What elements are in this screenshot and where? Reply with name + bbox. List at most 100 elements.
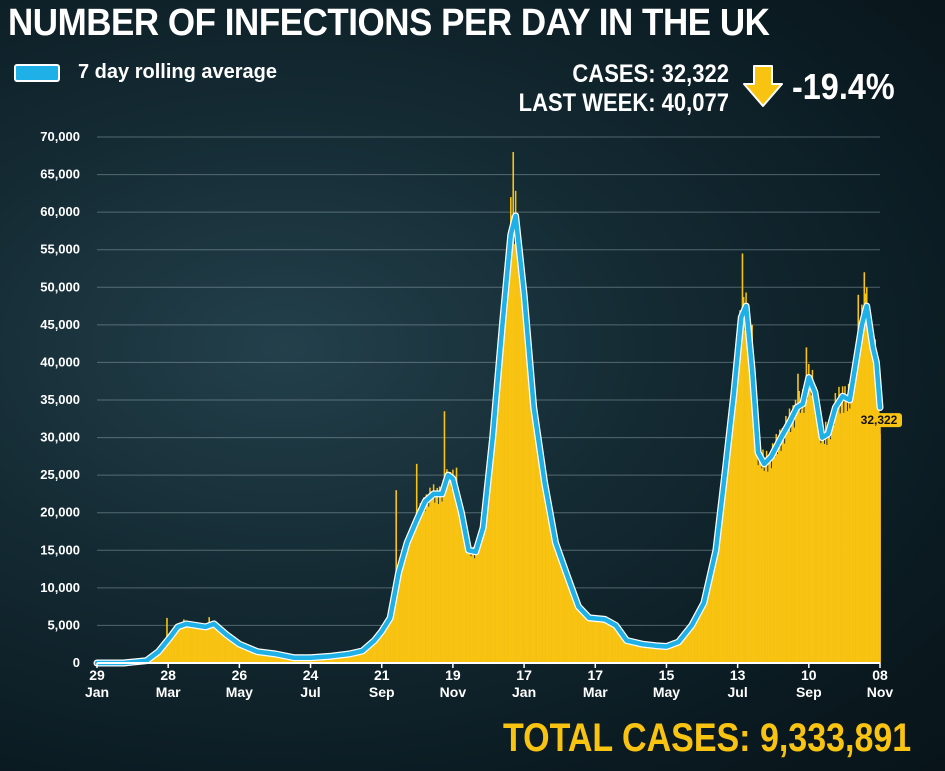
daily-bar: [849, 408, 851, 663]
daily-bar: [249, 649, 251, 663]
daily-bar: [190, 626, 192, 663]
daily-bar: [855, 353, 857, 663]
daily-bar: [222, 633, 225, 663]
daily-bar: [350, 653, 353, 663]
x-tick-label: Mar: [583, 684, 608, 700]
daily-bar: [577, 603, 580, 663]
x-tick-label: 28: [160, 667, 176, 683]
daily-bar: [453, 485, 455, 663]
daily-bar: [354, 652, 356, 663]
x-tick-label: 17: [516, 667, 532, 683]
daily-bar: [431, 499, 434, 663]
daily-bar: [542, 481, 545, 663]
daily-bar: [612, 626, 615, 663]
daily-bar: [634, 641, 636, 663]
daily-bar: [425, 494, 428, 663]
daily-bar: [758, 445, 761, 663]
daily-bar: [388, 622, 390, 663]
x-tick-label: 21: [374, 667, 390, 683]
chart-title: NUMBER OF INFECTIONS PER DAY IN THE UK: [8, 2, 770, 44]
daily-bar: [624, 638, 627, 663]
daily-bar: [436, 487, 438, 663]
cases-stat: CASES: 32,322: [572, 60, 729, 88]
daily-bar: [616, 627, 618, 663]
total-cases: TOTAL CASES: 9,333,891: [502, 716, 911, 760]
daily-bar: [864, 293, 867, 663]
daily-bar: [828, 419, 831, 663]
daily-bar: [716, 533, 718, 663]
daily-bar: [738, 352, 740, 663]
daily-bar: [656, 645, 658, 663]
daily-bar: [160, 649, 162, 663]
daily-bar: [668, 646, 670, 663]
daily-bar: [786, 431, 788, 663]
daily-bar: [560, 555, 563, 663]
daily-bar: [719, 504, 722, 663]
daily-bar: [847, 383, 850, 663]
daily-bar: [496, 397, 499, 663]
daily-bar: [590, 615, 593, 663]
daily-bar: [803, 412, 805, 663]
daily-bar: [483, 524, 486, 663]
daily-bar: [393, 594, 395, 663]
spike-bar: [863, 272, 866, 663]
daily-bar: [607, 619, 610, 663]
daily-bar: [662, 647, 664, 663]
daily-bar: [876, 376, 879, 663]
last-week-stat: LAST WEEK: 40,077: [518, 89, 729, 117]
daily-bar: [583, 611, 586, 663]
daily-bar: [383, 625, 385, 663]
daily-bar: [414, 530, 417, 663]
daily-bar: [833, 425, 835, 663]
daily-bar: [710, 571, 712, 663]
daily-bar: [732, 395, 734, 663]
daily-bar: [230, 639, 232, 663]
daily-bar: [851, 369, 854, 663]
daily-bar: [733, 387, 735, 663]
spike-bar: [865, 287, 868, 663]
daily-bar: [823, 443, 826, 663]
daily-bar: [413, 523, 416, 663]
daily-bar: [256, 652, 259, 663]
daily-bar: [206, 626, 208, 663]
daily-bar: [601, 619, 604, 663]
daily-bar: [718, 516, 721, 663]
daily-bar: [861, 304, 863, 663]
daily-bar: [771, 443, 774, 663]
arrow-down-icon: [743, 65, 783, 107]
daily-bar: [184, 625, 186, 663]
daily-bar: [524, 294, 527, 663]
daily-bar: [873, 362, 875, 663]
daily-bar: [780, 450, 782, 663]
daily-bar: [571, 587, 574, 663]
daily-bar: [200, 627, 202, 663]
daily-bar: [465, 530, 467, 663]
daily-bar: [745, 292, 747, 663]
y-tick-label: 15,000: [40, 542, 80, 557]
daily-bar: [231, 637, 233, 663]
daily-bar: [214, 624, 216, 663]
daily-bar: [674, 643, 676, 663]
daily-bar: [213, 626, 215, 663]
end-label-bg: [856, 413, 902, 428]
daily-bar: [552, 531, 554, 663]
daily-bar: [599, 621, 601, 663]
daily-bar: [250, 649, 253, 663]
daily-bar: [810, 395, 812, 663]
y-tick-label: 35,000: [40, 392, 80, 407]
daily-bar: [756, 428, 758, 663]
daily-bar: [535, 416, 537, 663]
daily-bar: [549, 524, 552, 663]
daily-bar: [522, 268, 524, 663]
daily-bar: [198, 623, 201, 663]
daily-bar: [723, 479, 726, 663]
daily-bar: [804, 388, 806, 663]
daily-bar: [440, 493, 442, 663]
daily-bar: [610, 621, 612, 663]
daily-bar: [374, 640, 377, 663]
daily-bar: [869, 349, 872, 663]
daily-bar: [681, 638, 683, 663]
daily-bar: [347, 653, 349, 663]
daily-bar: [752, 370, 755, 663]
y-tick-label: 50,000: [40, 279, 80, 294]
